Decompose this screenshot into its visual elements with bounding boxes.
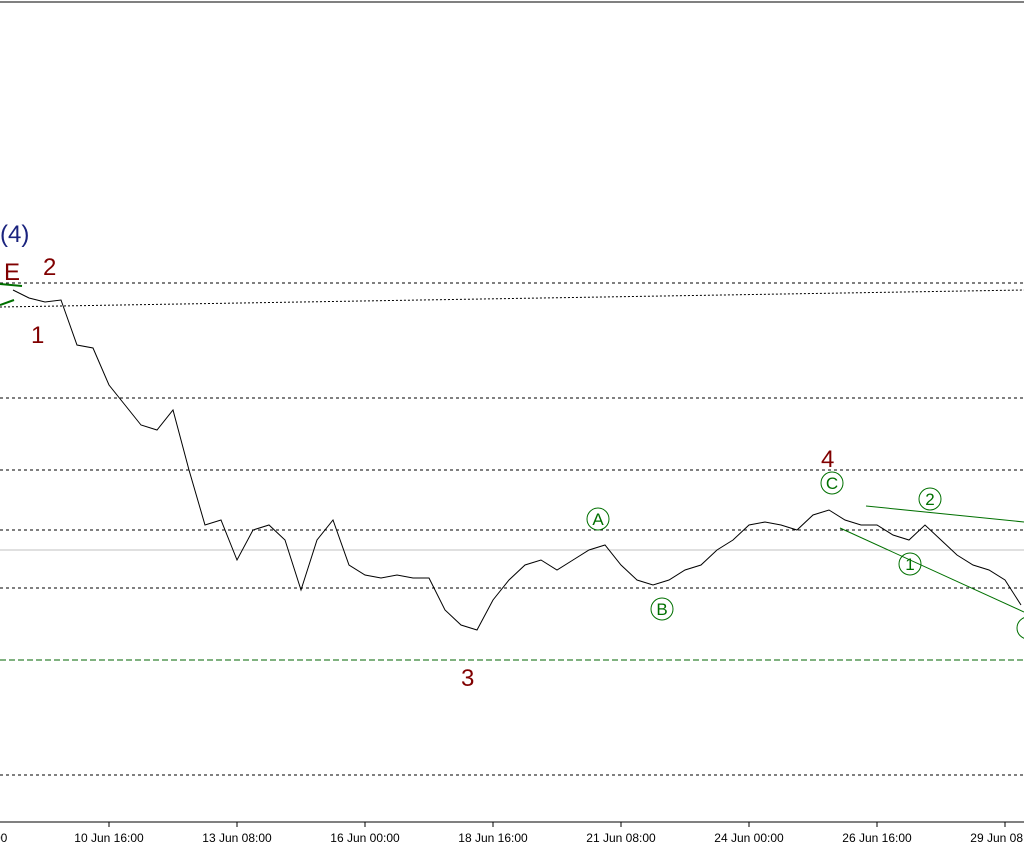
wave-label: 1 xyxy=(905,555,914,574)
wave-label: B xyxy=(656,600,667,619)
circled-labels: A B C 1 2 3 xyxy=(586,471,1024,639)
wave-label: 2 xyxy=(925,490,934,509)
wave-label: 1 xyxy=(31,322,44,349)
x-tick-label: 29 Jun 08:00 xyxy=(970,831,1024,845)
x-tick-label: 13 Jun 08:00 xyxy=(202,831,272,845)
x-tick-label: 00 xyxy=(0,831,8,845)
trend-line xyxy=(0,299,15,306)
trend-line xyxy=(0,283,23,287)
wave-label: (4) xyxy=(0,221,29,248)
circle xyxy=(650,597,674,621)
x-tick-label: 16 Jun 00:00 xyxy=(330,831,400,845)
x-tick-label: 24 Jun 00:00 xyxy=(714,831,784,845)
wave-label: C xyxy=(826,474,838,493)
wave-label: 4 xyxy=(821,446,834,473)
x-tick-label: 18 Jun 16:00 xyxy=(458,831,528,845)
trend-line xyxy=(0,289,1024,308)
wave-label: E xyxy=(4,259,20,286)
circle xyxy=(918,487,942,511)
circle xyxy=(1016,617,1024,639)
x-tick-label: 26 Jun 16:00 xyxy=(842,831,912,845)
circle xyxy=(586,507,610,531)
trend-line xyxy=(865,505,1024,523)
trend-line xyxy=(839,527,1024,613)
price-line xyxy=(12,289,1022,631)
circle xyxy=(898,552,922,576)
wave-label: 3 xyxy=(461,665,474,692)
x-tick-label: 21 Jun 08:00 xyxy=(586,831,656,845)
wave-label: 2 xyxy=(43,254,56,281)
wave-label: A xyxy=(592,510,604,529)
x-tick-label: 10 Jun 16:00 xyxy=(74,831,144,845)
circle xyxy=(820,471,844,495)
